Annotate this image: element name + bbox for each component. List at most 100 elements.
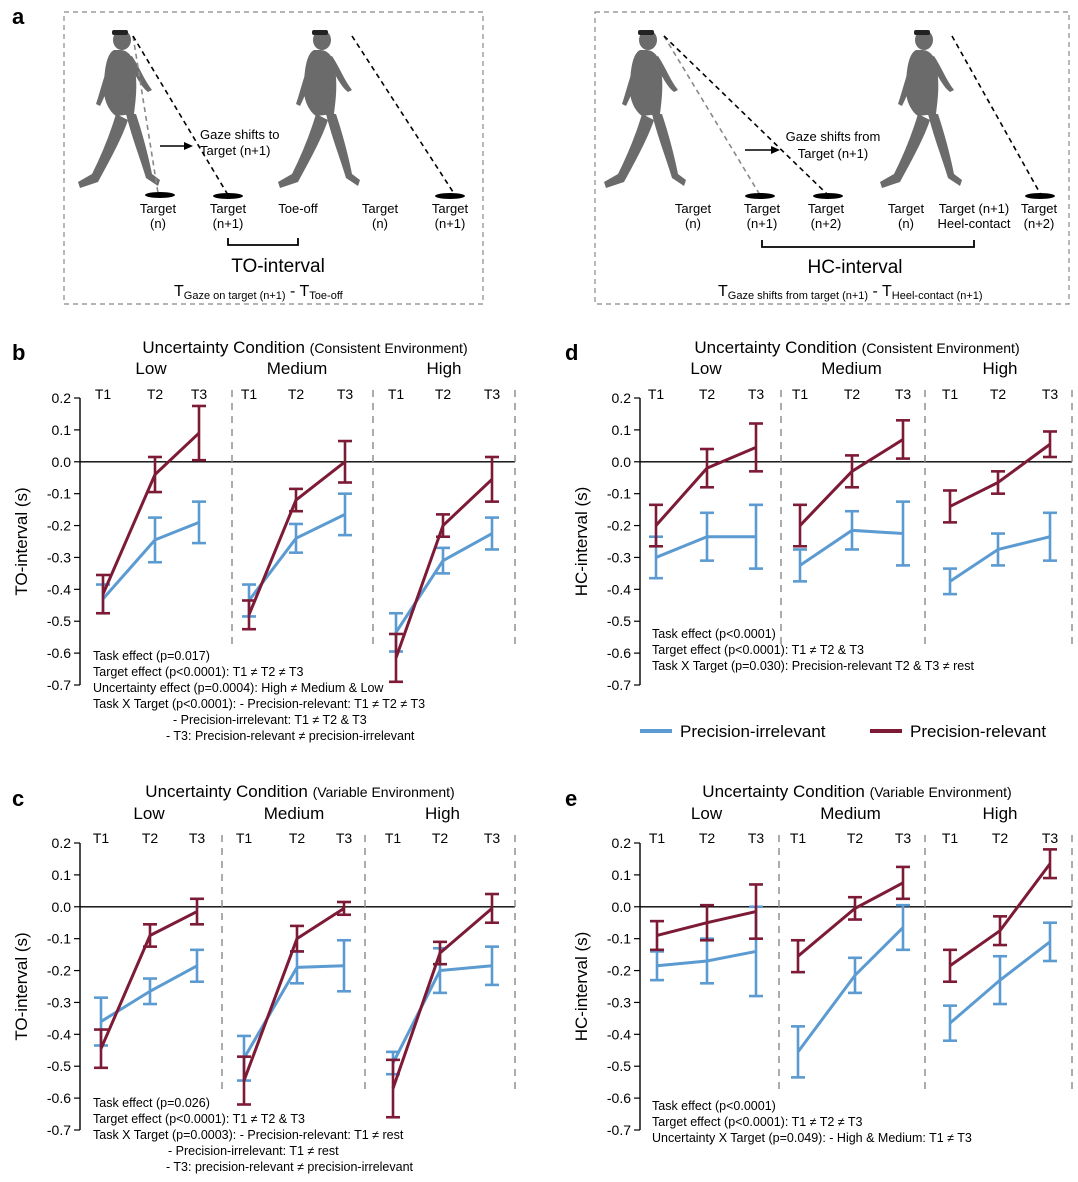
y-tick-label: -0.5 [607, 613, 631, 629]
panel-a-right-label-4-line: Target (n+1) [939, 201, 1009, 216]
group-label: Medium [821, 359, 881, 378]
walker-leg-front [652, 114, 686, 186]
walker-leg-back [278, 114, 328, 188]
panel-a-right-label-0-line: Target [675, 201, 712, 216]
walker-arm-back [622, 60, 642, 106]
category-label: T3 [191, 386, 208, 402]
stat-note: Task X Target (p<0.0001): - Precision-re… [93, 697, 425, 711]
panel-a-right-box [594, 11, 1070, 305]
category-label: T3 [336, 830, 353, 846]
eye-tracker [638, 30, 654, 35]
walker-leg-front [928, 114, 962, 186]
to-interval-formula: TGaze on target (n+1) - TToe-off [174, 283, 344, 302]
panel-letter-a: a [12, 4, 25, 29]
formula-sub-1: Gaze on target (n+1) [184, 290, 286, 302]
walker-right-1 [278, 30, 360, 188]
panel-letter-d: d [565, 340, 578, 365]
gaze-text-right: Target (n+1) [798, 146, 868, 161]
gaze-shift-arrow-left-head [184, 142, 193, 150]
y-tick-label: -0.1 [47, 486, 71, 502]
formula-t: T [718, 283, 728, 300]
series-line-relevant [949, 443, 1051, 508]
y-tick-label: 0.0 [612, 454, 632, 470]
y-tick-label: -0.5 [47, 613, 71, 629]
y-tick-label: -0.7 [607, 677, 631, 693]
chart-title: Uncertainty Condition (Variable Environm… [702, 782, 1011, 801]
y-tick-label: -0.4 [47, 581, 71, 597]
title-paren: (Variable Environment) [313, 784, 455, 800]
gaze-text-left: Target (n+1) [200, 143, 270, 158]
y-tick-label: 0.1 [612, 422, 632, 438]
stat-note: Target effect (p<0.0001): T1 ≠ T2 ≠ T3 [93, 665, 304, 679]
stat-note: Task effect (p=0.026) [93, 1096, 210, 1110]
group-label: Medium [820, 804, 880, 823]
category-label: T1 [241, 386, 258, 402]
charts: b Uncertainty Condition (Consistent Envir… [12, 338, 1073, 1174]
panel-a-left-box [63, 11, 484, 305]
y-tick-label: 0.0 [612, 899, 632, 915]
stat-note: Target effect (p<0.0001): T1 ≠ T2 & T3 [652, 643, 864, 657]
y-tick-label: 0.1 [52, 867, 72, 883]
eye-tracker [914, 30, 930, 35]
category-label: T1 [792, 386, 809, 402]
y-tick-label: 0.1 [52, 422, 72, 438]
title-paren: (Consistent Environment) [310, 340, 468, 356]
category-label: T1 [942, 830, 959, 846]
y-tick-label: -0.1 [47, 931, 71, 947]
category-label: T3 [1042, 386, 1059, 402]
walker-left-2 [604, 30, 686, 188]
y-axis-label: TO-interval (s) [12, 487, 31, 595]
stat-note: Target effect (p<0.0001): T1 ≠ T2 ≠ T3 [652, 1115, 863, 1129]
stat-note: - Precision-irrelevant: T1 ≠ rest [168, 1144, 339, 1158]
walker-arm-back [296, 60, 316, 106]
title-main: Uncertainty Condition [145, 782, 312, 801]
y-tick-label: -0.1 [607, 931, 631, 947]
series-line-relevant [949, 862, 1052, 968]
panel-a-right-label-0-line: (n) [685, 216, 701, 231]
y-tick-label: -0.3 [47, 549, 71, 565]
gaze-line-next-r [663, 35, 829, 196]
category-label: T1 [385, 830, 402, 846]
stat-note: Task effect (p<0.0001) [652, 627, 776, 641]
panel-letter-c: c [12, 786, 24, 811]
category-label: T2 [288, 386, 305, 402]
panel-a-right-label-1-line: (n+1) [747, 216, 778, 231]
category-label: T1 [649, 830, 666, 846]
gaze-text-left: Gaze shifts to [200, 127, 279, 142]
walker-left-1 [78, 30, 160, 188]
category-label: T3 [484, 830, 501, 846]
formula-minus: - T [868, 283, 892, 300]
walker-arm-back [96, 60, 116, 106]
panel-a-left-label-4-line: Target [432, 201, 469, 216]
y-tick-label: -0.4 [607, 1026, 631, 1042]
series-line-irrelevant [796, 926, 905, 1053]
category-label: T1 [95, 386, 112, 402]
walker-leg-back [604, 114, 654, 188]
group-label: Low [691, 804, 723, 823]
y-tick-label: -0.3 [607, 994, 631, 1010]
category-label: T2 [289, 830, 306, 846]
category-label: T2 [432, 830, 449, 846]
panel-a-left-label-3-line: Target [362, 201, 399, 216]
category-label: T2 [844, 386, 861, 402]
group-label: Low [135, 359, 167, 378]
category-label: T2 [699, 386, 716, 402]
group-label: Medium [267, 359, 327, 378]
series-line-relevant [242, 907, 345, 1082]
y-axis-label: HC-interval (s) [572, 932, 591, 1042]
hc-interval-title: HC-interval [807, 257, 902, 278]
y-tick-label: -0.6 [607, 1090, 631, 1106]
series-line-relevant [391, 907, 493, 1090]
category-label: T3 [895, 830, 912, 846]
target-n2-right-2 [1025, 193, 1055, 199]
panel-a-left-label-3-line: (n) [372, 216, 388, 231]
y-tick-label: -0.4 [607, 581, 631, 597]
panel-a-left-label-0-line: (n) [150, 216, 166, 231]
y-tick-label: -0.2 [47, 518, 71, 534]
panel-letter-e: e [565, 786, 577, 811]
y-tick-label: -0.7 [47, 677, 71, 693]
target-n1-right [745, 193, 775, 199]
y-axis-label: TO-interval (s) [12, 932, 31, 1040]
chart-title: Uncertainty Condition (Consistent Enviro… [142, 338, 467, 357]
